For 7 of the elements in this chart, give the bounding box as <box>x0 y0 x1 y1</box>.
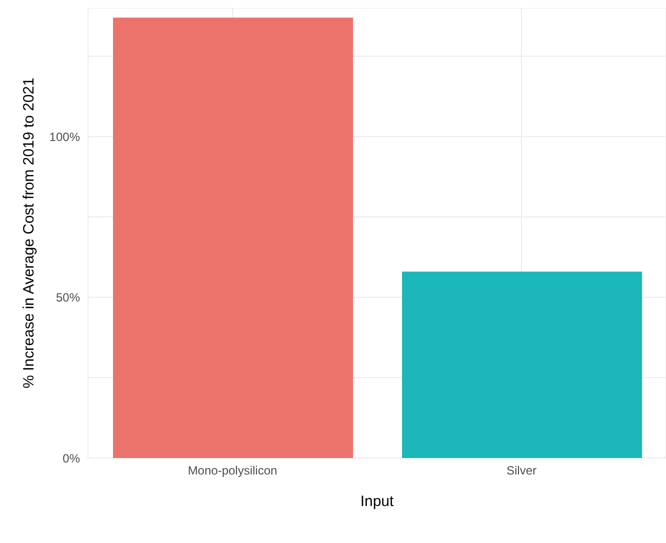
x-tick-label: Silver <box>506 464 537 478</box>
y-tick-label: 0% <box>62 451 80 466</box>
x-tick-label: Mono-polysilicon <box>188 464 278 478</box>
x-axis-title: Input <box>360 493 395 510</box>
y-tick-label: 50% <box>56 290 80 305</box>
y-tick-label: 100% <box>49 130 80 144</box>
y-axis-title: % Increase in Average Cost from 2019 to 2021 <box>20 78 38 388</box>
